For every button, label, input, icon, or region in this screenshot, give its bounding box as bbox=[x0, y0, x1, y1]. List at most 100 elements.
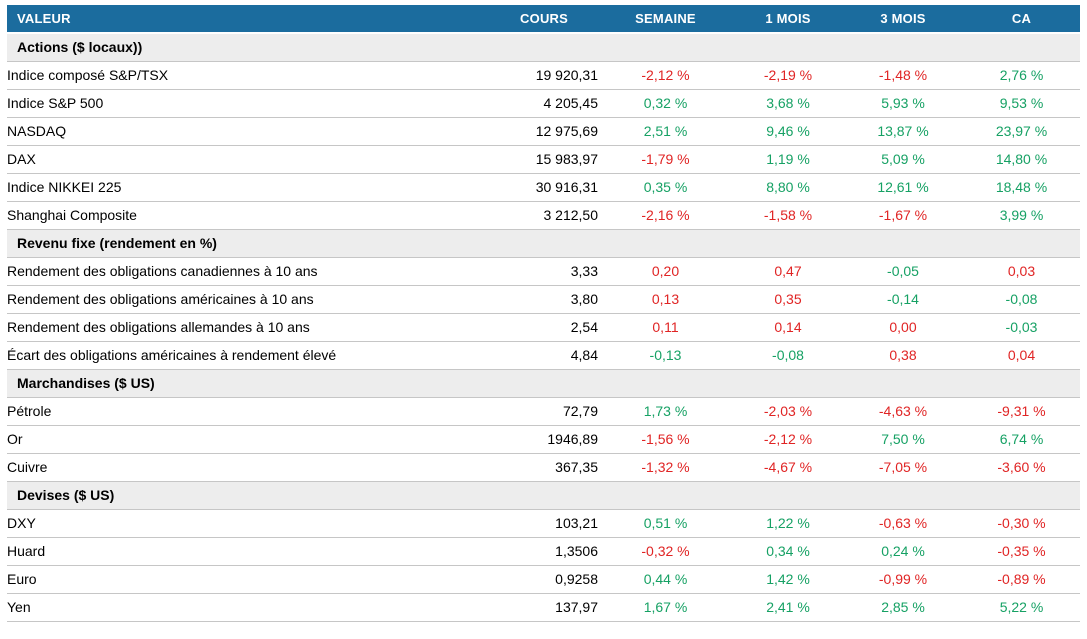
row-change-value: 18,48 % bbox=[963, 173, 1080, 202]
row-label: Pétrole bbox=[7, 397, 478, 426]
row-change-value: 1,19 % bbox=[733, 145, 843, 174]
row-cours-value: 15 983,97 bbox=[478, 145, 598, 174]
row-cours-value: 1946,89 bbox=[478, 425, 598, 454]
row-cours-value: 3,80 bbox=[478, 285, 598, 314]
row-change-value: -0,89 % bbox=[963, 565, 1080, 594]
row-change-value: 3,68 % bbox=[733, 89, 843, 118]
row-change-value: 2,85 % bbox=[843, 593, 963, 622]
row-change-value: 6,74 % bbox=[963, 425, 1080, 454]
row-label: Indice NIKKEI 225 bbox=[7, 173, 478, 202]
row-label: Indice composé S&P/TSX bbox=[7, 61, 478, 90]
row-cours-value: 367,35 bbox=[478, 453, 598, 482]
table-body: Actions ($ locaux)) Indice composé S&P/TS… bbox=[7, 33, 1080, 622]
row-change-value: 0,32 % bbox=[598, 89, 733, 118]
table-row: Indice composé S&P/TSX 19 920,31 -2,12 % -2… bbox=[7, 61, 1080, 90]
row-label: DAX bbox=[7, 145, 478, 174]
row-change-value: 5,09 % bbox=[843, 145, 963, 174]
row-change-value: -1,79 % bbox=[598, 145, 733, 174]
table-row: Écart des obligations américaines à rend… bbox=[7, 341, 1080, 370]
row-change-value: 0,04 bbox=[963, 341, 1080, 370]
row-cours-value: 3,33 bbox=[478, 257, 598, 286]
row-change-value: 5,22 % bbox=[963, 593, 1080, 622]
row-change-value: 0,35 % bbox=[598, 173, 733, 202]
row-change-value: 0,20 bbox=[598, 257, 733, 286]
row-label: Yen bbox=[7, 593, 478, 622]
table-row: Huard 1,3506 -0,32 % 0,34 % 0,24 % -0,35 % bbox=[7, 537, 1080, 566]
row-change-value: -0,03 bbox=[963, 313, 1080, 342]
row-cours-value: 12 975,69 bbox=[478, 117, 598, 146]
table-row: DXY 103,21 0,51 % 1,22 % -0,63 % -0,30 % bbox=[7, 509, 1080, 538]
row-label: Cuivre bbox=[7, 453, 478, 482]
row-change-value: 0,14 bbox=[733, 313, 843, 342]
table-row: NASDAQ 12 975,69 2,51 % 9,46 % 13,87 % 23,97 … bbox=[7, 117, 1080, 146]
row-change-value: -0,32 % bbox=[598, 537, 733, 566]
row-change-value: -0,63 % bbox=[843, 509, 963, 538]
row-label: Rendement des obligations américaines à … bbox=[7, 285, 478, 314]
row-change-value: 14,80 % bbox=[963, 145, 1080, 174]
row-change-value: 0,00 bbox=[843, 313, 963, 342]
row-change-value: 2,76 % bbox=[963, 61, 1080, 90]
row-change-value: -3,60 % bbox=[963, 453, 1080, 482]
row-change-value: 5,93 % bbox=[843, 89, 963, 118]
row-change-value: 0,47 bbox=[733, 257, 843, 286]
row-change-value: -0,14 bbox=[843, 285, 963, 314]
column-header-3mois: 3 MOIS bbox=[843, 5, 963, 34]
row-change-value: 0,13 bbox=[598, 285, 733, 314]
row-cours-value: 72,79 bbox=[478, 397, 598, 426]
table-row: Rendement des obligations allemandes à 1… bbox=[7, 313, 1080, 342]
row-cours-value: 3 212,50 bbox=[478, 201, 598, 230]
row-change-value: 0,11 bbox=[598, 313, 733, 342]
row-change-value: -0,35 % bbox=[963, 537, 1080, 566]
column-header-1mois: 1 MOIS bbox=[733, 5, 843, 34]
row-change-value: 2,41 % bbox=[733, 593, 843, 622]
row-change-value: 13,87 % bbox=[843, 117, 963, 146]
column-header-semaine: SEMAINE bbox=[598, 5, 733, 34]
row-change-value: -2,19 % bbox=[733, 61, 843, 90]
row-change-value: 8,80 % bbox=[733, 173, 843, 202]
row-change-value: -0,05 bbox=[843, 257, 963, 286]
table-row: Or 1946,89 -1,56 % -2,12 % 7,50 % 6,74 % bbox=[7, 425, 1080, 454]
table-row: Euro 0,9258 0,44 % 1,42 % -0,99 % -0,89 % bbox=[7, 565, 1080, 594]
row-change-value: -4,67 % bbox=[733, 453, 843, 482]
row-change-value: -1,56 % bbox=[598, 425, 733, 454]
table-row: Rendement des obligations américaines à … bbox=[7, 285, 1080, 314]
row-change-value: 23,97 % bbox=[963, 117, 1080, 146]
row-cours-value: 1,3506 bbox=[478, 537, 598, 566]
row-label: Écart des obligations américaines à rend… bbox=[7, 341, 478, 370]
table-row: Cuivre 367,35 -1,32 % -4,67 % -7,05 % -3,60 % bbox=[7, 453, 1080, 482]
row-cours-value: 4 205,45 bbox=[478, 89, 598, 118]
section-title: Revenu fixe (rendement en %) bbox=[7, 229, 1080, 258]
row-change-value: 7,50 % bbox=[843, 425, 963, 454]
row-change-value: -2,16 % bbox=[598, 201, 733, 230]
row-change-value: -1,58 % bbox=[733, 201, 843, 230]
row-change-value: 9,53 % bbox=[963, 89, 1080, 118]
row-cours-value: 137,97 bbox=[478, 593, 598, 622]
row-change-value: 0,03 bbox=[963, 257, 1080, 286]
row-change-value: 0,51 % bbox=[598, 509, 733, 538]
section-title: Devises ($ US) bbox=[7, 481, 1080, 510]
row-label: Rendement des obligations canadiennes à … bbox=[7, 257, 478, 286]
section-title: Actions ($ locaux)) bbox=[7, 33, 1080, 62]
table-row: DAX 15 983,97 -1,79 % 1,19 % 5,09 % 14,80 % bbox=[7, 145, 1080, 174]
row-change-value: -1,48 % bbox=[843, 61, 963, 90]
column-header-valeur: VALEUR bbox=[7, 5, 478, 34]
row-change-value: 0,38 bbox=[843, 341, 963, 370]
table-row: Rendement des obligations canadiennes à … bbox=[7, 257, 1080, 286]
row-change-value: 3,99 % bbox=[963, 201, 1080, 230]
row-change-value: -7,05 % bbox=[843, 453, 963, 482]
table-row: Indice S&P 500 4 205,45 0,32 % 3,68 % 5,93 %… bbox=[7, 89, 1080, 118]
row-cours-value: 19 920,31 bbox=[478, 61, 598, 90]
row-change-value: -0,30 % bbox=[963, 509, 1080, 538]
row-change-value: -0,08 bbox=[733, 341, 843, 370]
column-header-ca: CA bbox=[963, 5, 1080, 34]
row-label: Indice S&P 500 bbox=[7, 89, 478, 118]
row-change-value: 1,22 % bbox=[733, 509, 843, 538]
header-row: VALEUR COURS SEMAINE 1 MOIS 3 MOIS CA bbox=[7, 5, 1080, 34]
row-change-value: -1,32 % bbox=[598, 453, 733, 482]
row-change-value: 0,34 % bbox=[733, 537, 843, 566]
section-title: Marchandises ($ US) bbox=[7, 369, 1080, 398]
row-change-value: -2,12 % bbox=[733, 425, 843, 454]
row-change-value: 0,35 bbox=[733, 285, 843, 314]
row-label: DXY bbox=[7, 509, 478, 538]
